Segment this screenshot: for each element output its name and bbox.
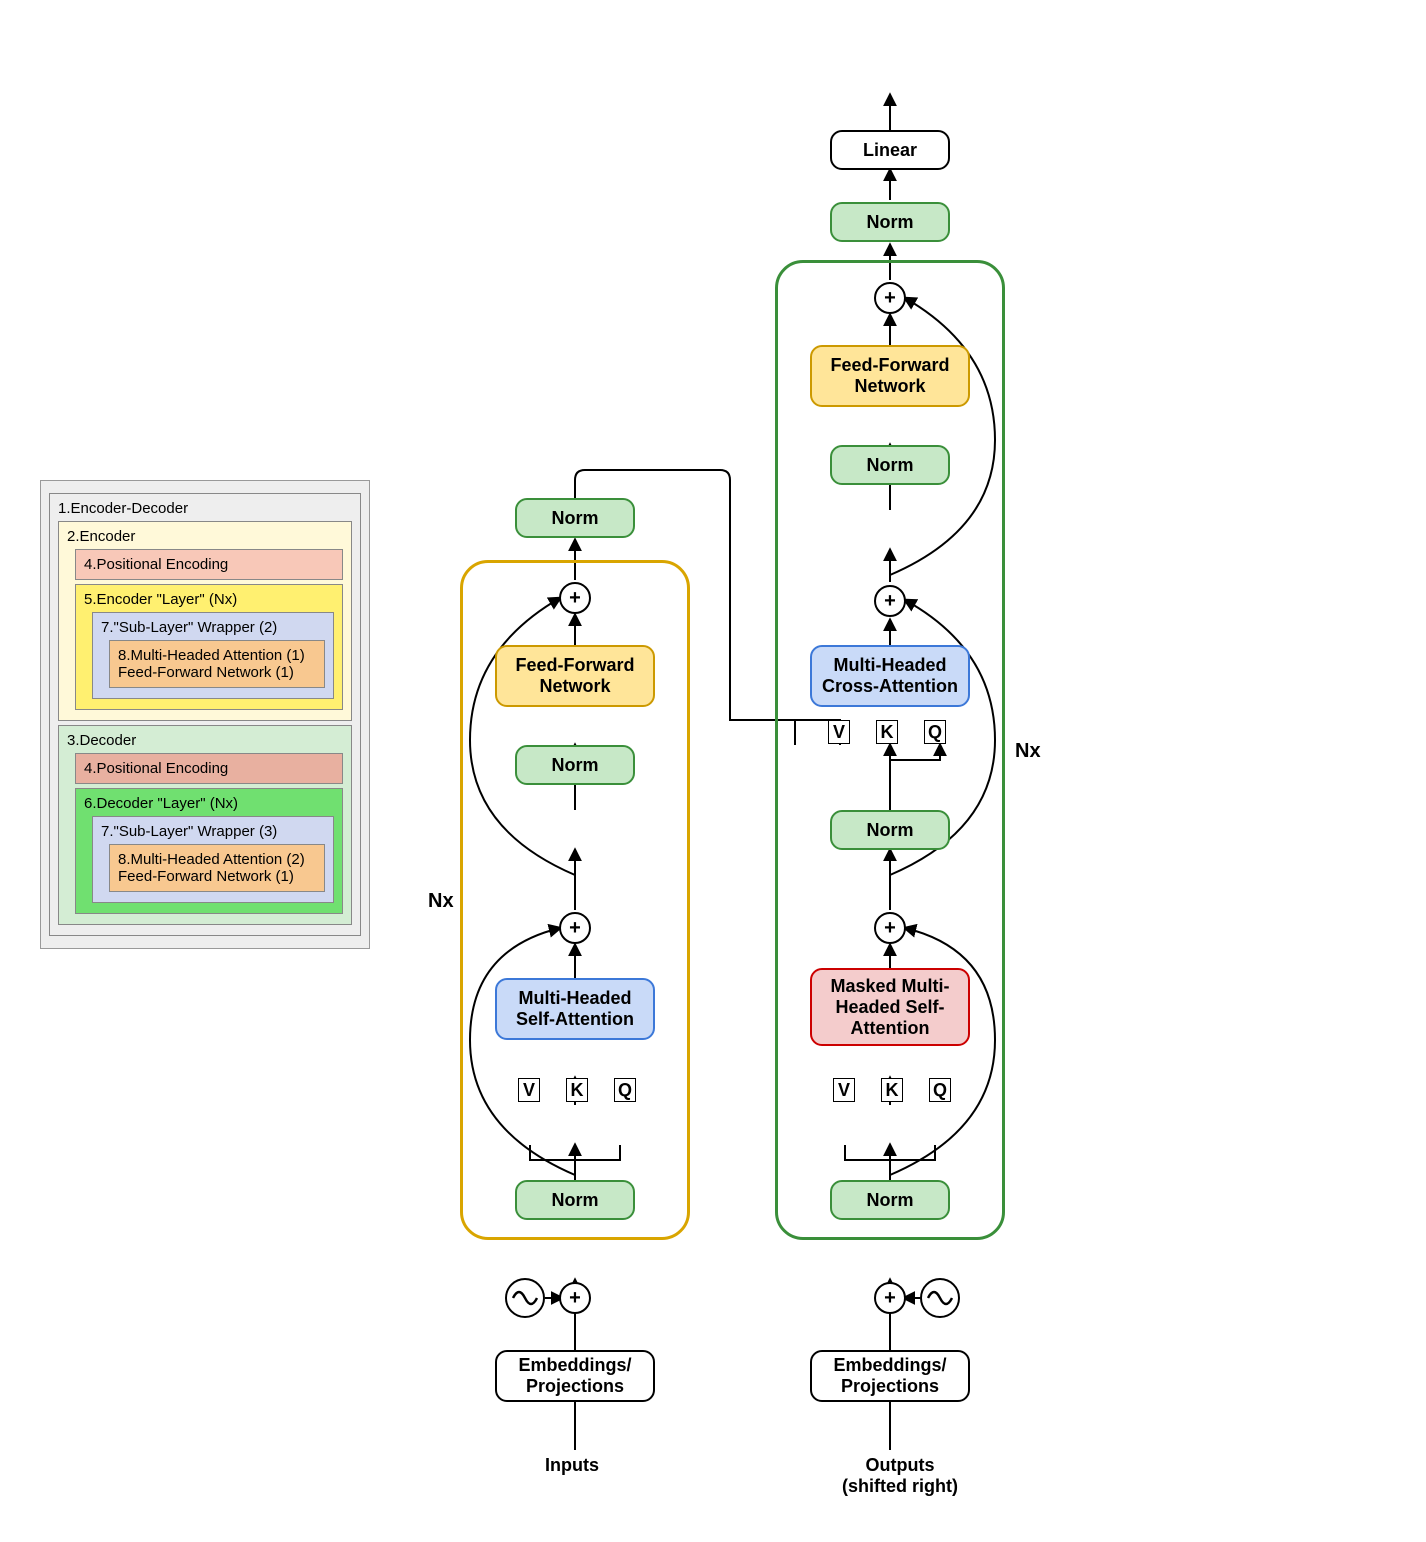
legend-sublayer-d: 7."Sub-Layer" Wrapper (3) 8.Multi-Headed… <box>92 816 334 903</box>
encoder-norm-bottom: Norm <box>515 1180 635 1220</box>
encoder-q: Q <box>614 1078 636 1102</box>
decoder-embeddings: Embeddings/ Projections <box>810 1350 970 1402</box>
encoder-add-2: + <box>559 582 591 614</box>
decoder-norm-2: Norm <box>830 445 950 485</box>
decoder-norm-bottom: Norm <box>830 1180 950 1220</box>
decoder-self-k: K <box>881 1078 903 1102</box>
inputs-label: Inputs <box>545 1455 599 1476</box>
legend-layer-d: 6.Decoder "Layer" (Nx) 7."Sub-Layer" Wra… <box>75 788 343 914</box>
legend-l8: 8.Multi-Headed Attention (1) <box>118 647 316 664</box>
encoder-embeddings: Embeddings/ Projections <box>495 1350 655 1402</box>
decoder-ffn: Feed-Forward Network <box>810 345 970 407</box>
decoder-cross-q: Q <box>924 720 946 744</box>
legend-l7: 7."Sub-Layer" Wrapper (2) <box>101 619 325 636</box>
decoder-posenc-icon <box>920 1278 960 1318</box>
legend-posenc-e: 4.Positional Encoding <box>75 549 343 580</box>
decoder-add-1: + <box>874 912 906 944</box>
decoder-self-v: V <box>833 1078 855 1102</box>
encoder-posenc-icon <box>505 1278 545 1318</box>
legend-encdec: 1.Encoder-Decoder 2.Encoder 4.Positional… <box>49 493 361 936</box>
decoder-add-3: + <box>874 282 906 314</box>
decoder-cross-vkq: V K Q <box>828 720 946 744</box>
legend-l2: 2.Encoder <box>67 528 343 545</box>
encoder-vkq: V K Q <box>518 1078 636 1102</box>
legend-l1: 1.Encoder-Decoder <box>58 500 352 517</box>
legend-layer-e: 5.Encoder "Layer" (Nx) 7."Sub-Layer" Wra… <box>75 584 343 710</box>
legend-l7b: 7."Sub-Layer" Wrapper (3) <box>101 823 325 840</box>
encoder-posenc-add: + <box>559 1282 591 1314</box>
transformer-diagram: 1.Encoder-Decoder 2.Encoder 4.Positional… <box>20 20 1406 1522</box>
encoder-k: K <box>566 1078 588 1102</box>
decoder-nx: Nx <box>1015 740 1041 763</box>
encoder-self-attn: Multi-Headed Self-Attention <box>495 978 655 1040</box>
legend-sublayer-e: 7."Sub-Layer" Wrapper (2) 8.Multi-Headed… <box>92 612 334 699</box>
decoder-norm-out: Norm <box>830 202 950 242</box>
encoder-add-1: + <box>559 912 591 944</box>
legend-l3: 3.Decoder <box>67 732 343 749</box>
outputs-label: Outputs (shifted right) <box>840 1455 960 1497</box>
encoder-ffn: Feed-Forward Network <box>495 645 655 707</box>
legend-l5: 5.Encoder "Layer" (Nx) <box>84 591 334 608</box>
decoder-masked-attn: Masked Multi-Headed Self-Attention <box>810 968 970 1046</box>
decoder-norm-1: Norm <box>830 810 950 850</box>
legend-l9: Feed-Forward Network (1) <box>118 664 316 681</box>
decoder-cross-v: V <box>828 720 850 744</box>
decoder-cross-attn: Multi-Headed Cross-Attention <box>810 645 970 707</box>
legend-l8b: 8.Multi-Headed Attention (2) <box>118 851 316 868</box>
legend-posenc-d: 4.Positional Encoding <box>75 753 343 784</box>
decoder-self-q: Q <box>929 1078 951 1102</box>
legend-decoder: 3.Decoder 4.Positional Encoding 6.Decode… <box>58 725 352 925</box>
legend-panel: 1.Encoder-Decoder 2.Encoder 4.Positional… <box>40 480 370 949</box>
legend-l9b: Feed-Forward Network (1) <box>118 868 316 885</box>
decoder-add-2: + <box>874 585 906 617</box>
encoder-norm-mid: Norm <box>515 745 635 785</box>
linear-out: Linear <box>830 130 950 170</box>
encoder-norm-top: Norm <box>515 498 635 538</box>
legend-encoder: 2.Encoder 4.Positional Encoding 5.Encode… <box>58 521 352 721</box>
decoder-posenc-add: + <box>874 1282 906 1314</box>
legend-mha-d: 8.Multi-Headed Attention (2) Feed-Forwar… <box>109 844 325 892</box>
legend-mha-e: 8.Multi-Headed Attention (1) Feed-Forwar… <box>109 640 325 688</box>
encoder-nx: Nx <box>428 890 454 913</box>
decoder-cross-k: K <box>876 720 898 744</box>
legend-l6: 6.Decoder "Layer" (Nx) <box>84 795 334 812</box>
encoder-v: V <box>518 1078 540 1102</box>
decoder-self-vkq: V K Q <box>833 1078 951 1102</box>
